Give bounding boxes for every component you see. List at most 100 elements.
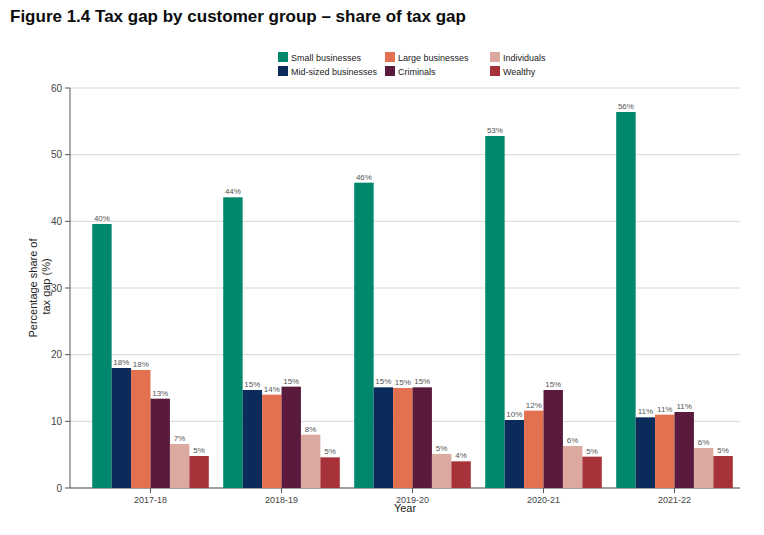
grid-line <box>70 88 740 89</box>
data-labels: 40%18%18%13%7%5%44%15%14%15%8%5%46%15%15… <box>94 102 729 460</box>
legend-swatch <box>490 52 500 62</box>
bar <box>524 411 543 488</box>
legend-swatch <box>490 66 500 76</box>
grid-line <box>70 354 740 355</box>
y-tick <box>65 421 70 422</box>
data-label: 13% <box>152 389 168 398</box>
y-tick-label: 10 <box>51 416 63 427</box>
bar <box>282 387 301 488</box>
data-label: 44% <box>225 187 241 196</box>
x-tick-label: 2018-19 <box>265 495 298 505</box>
y-tick <box>65 88 70 89</box>
data-label: 46% <box>356 173 372 182</box>
grid-line <box>70 154 740 155</box>
legend-label: Large businesses <box>398 53 469 63</box>
data-label: 8% <box>305 425 317 434</box>
legend: Small businesses Mid-sized businesses Larg… <box>278 52 546 77</box>
data-label: 12% <box>526 401 542 410</box>
y-tick-label: 0 <box>56 483 62 494</box>
bar <box>655 415 674 488</box>
bar <box>675 412 694 488</box>
data-label: 53% <box>487 126 503 135</box>
data-label: 11% <box>638 407 653 416</box>
bar <box>354 183 373 488</box>
x-tick <box>412 488 413 493</box>
data-label: 11% <box>677 402 692 411</box>
x-tick <box>674 488 675 493</box>
y-axis-label: Percentage share of tax gap (%) <box>27 238 52 338</box>
y-tick <box>65 354 70 355</box>
legend-label: Small businesses <box>291 53 362 63</box>
data-label: 5% <box>193 446 205 455</box>
y-tick <box>65 221 70 222</box>
bar <box>694 448 713 488</box>
y-tick-label: 30 <box>51 283 63 294</box>
bar <box>563 446 582 488</box>
data-label: 15% <box>545 380 561 389</box>
data-label: 4% <box>455 451 467 460</box>
bar <box>170 444 189 488</box>
x-tick <box>543 488 544 493</box>
y-tick-label: 50 <box>51 149 63 160</box>
bar <box>413 387 432 488</box>
bar <box>320 457 339 488</box>
bar <box>374 387 393 488</box>
bar <box>636 417 655 488</box>
data-label: 5% <box>436 444 448 453</box>
x-tick-label: 2021-22 <box>658 495 691 505</box>
data-label: 15% <box>395 378 411 387</box>
data-label: 15% <box>244 380 260 389</box>
y-tick <box>65 154 70 155</box>
bar <box>262 395 281 488</box>
bar <box>243 390 262 488</box>
bar <box>223 197 242 488</box>
data-label: 18% <box>133 360 149 369</box>
legend-swatch <box>385 52 395 62</box>
legend-label: Individuals <box>503 53 546 63</box>
bar <box>582 457 601 488</box>
y-axis-label-line: Percentage share of <box>27 238 39 338</box>
bar <box>485 136 504 488</box>
x-tick <box>150 488 151 493</box>
y-tick-label: 20 <box>51 349 63 360</box>
y-tick <box>65 288 70 289</box>
x-tick <box>281 488 282 493</box>
data-label: 18% <box>113 358 129 367</box>
legend-swatch <box>385 66 395 76</box>
chart: Figure 1.4 Tax gap by customer group – s… <box>0 0 764 535</box>
bar <box>713 456 732 488</box>
y-axis-label-line: tax gap (%) <box>40 258 52 317</box>
data-label: 40% <box>94 214 110 223</box>
legend-swatch <box>278 52 288 62</box>
y-axis <box>70 88 71 488</box>
bar <box>616 112 635 488</box>
data-label: 15% <box>375 377 391 386</box>
bar <box>451 461 470 488</box>
y-tick-label: 60 <box>51 83 63 94</box>
data-label: 5% <box>717 446 729 455</box>
x-tick-label: 2019-20 <box>396 495 429 505</box>
data-label: 6% <box>698 438 710 447</box>
x-tick-label: 2017-18 <box>134 495 167 505</box>
data-label: 6% <box>567 436 579 445</box>
legend-label: Mid-sized businesses <box>291 67 378 77</box>
data-label: 7% <box>174 434 186 443</box>
bar <box>92 224 111 488</box>
bar <box>131 370 150 488</box>
bar <box>393 388 412 488</box>
legend-label: Wealthy <box>503 67 536 77</box>
legend-label: Criminals <box>398 67 436 77</box>
x-tick-label: 2020-21 <box>527 495 560 505</box>
bar <box>301 435 320 488</box>
data-label: 15% <box>283 377 299 386</box>
bar <box>544 390 563 488</box>
data-label: 56% <box>618 102 634 111</box>
data-label: 11% <box>657 405 672 414</box>
legend-swatch <box>278 66 288 76</box>
data-label: 5% <box>324 447 336 456</box>
data-label: 5% <box>586 447 598 456</box>
grid-line <box>70 221 740 222</box>
y-tick-label: 40 <box>51 216 63 227</box>
bars <box>92 112 733 488</box>
bar <box>432 454 451 488</box>
